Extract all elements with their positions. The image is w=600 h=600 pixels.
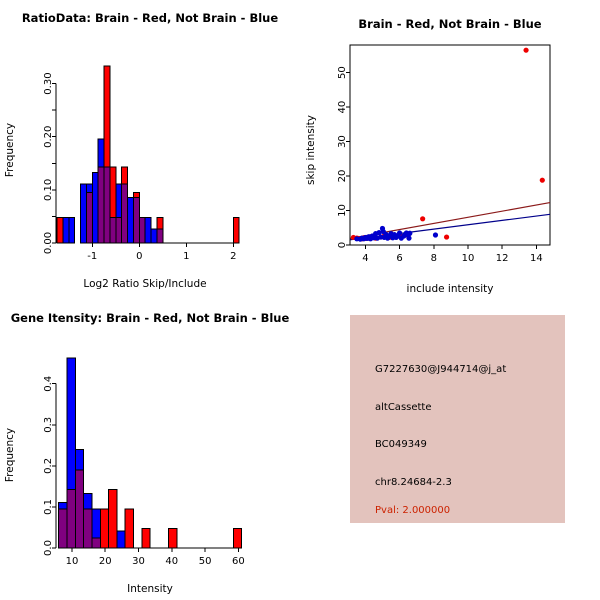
svg-text:20: 20 <box>99 556 112 567</box>
svg-text:-1: -1 <box>87 251 97 262</box>
scatter-frame <box>349 44 551 246</box>
scatter-axes: 4 6 8 10 12 14 0 10 20 30 40 50 <box>337 66 543 264</box>
svg-text:0.10: 0.10 <box>43 179 54 201</box>
svg-text:10: 10 <box>462 253 475 264</box>
info-pval: Pval: 2.000000 <box>375 505 451 516</box>
info-probe-id: G7227630@J944714@j_at <box>375 364 507 375</box>
svg-text:14: 14 <box>530 253 543 264</box>
svg-text:1: 1 <box>183 251 189 262</box>
scatter-ylabel: skip intensity <box>305 115 317 185</box>
scatter-points <box>350 47 545 242</box>
scatter-svg: 4 6 8 10 12 14 0 10 20 30 40 50 include intensity s… <box>305 44 551 295</box>
svg-text:10: 10 <box>66 556 79 567</box>
gene-histogram-bars <box>58 357 243 549</box>
ratio-histogram-title: RatioData: Brain - Red, Not Brain - Blue <box>21 11 279 25</box>
ratio-histogram-xlabel: Log2 Ratio Skip/Include <box>83 278 206 290</box>
ratio-histogram-ylabel: Frequency <box>4 123 16 177</box>
svg-text:20: 20 <box>337 170 348 183</box>
svg-text:50: 50 <box>199 556 212 567</box>
svg-text:0.30: 0.30 <box>43 72 54 94</box>
ratio-histogram-panel: RatioData: Brain - Red, Not Brain - Blue… <box>0 0 300 300</box>
svg-text:30: 30 <box>132 556 145 567</box>
svg-text:30: 30 <box>337 135 348 148</box>
svg-text:0.2: 0.2 <box>43 458 54 474</box>
svg-text:10: 10 <box>337 204 348 217</box>
svg-text:0.00: 0.00 <box>43 232 54 254</box>
svg-text:0: 0 <box>337 242 348 248</box>
svg-text:0.3: 0.3 <box>43 417 54 433</box>
info-locus: chr8.24684-2.3 <box>375 477 452 488</box>
svg-text:12: 12 <box>496 253 509 264</box>
info-panel: G7227630@J944714@j_at altCassette BC0493… <box>300 300 600 600</box>
gene-histogram-xlabel: Intensity <box>127 583 173 595</box>
ratio-histogram-bars <box>56 65 240 244</box>
scatter-panel: Brain - Red, Not Brain - Blue 4 6 8 10 12 14 0… <box>300 0 600 300</box>
svg-text:0.20: 0.20 <box>43 126 54 148</box>
svg-text:0.4: 0.4 <box>43 376 54 392</box>
svg-text:4: 4 <box>362 253 368 264</box>
ratio-histogram-svg: -1 0 1 2 0.00 0.10 0.20 0.30 Log2 Ratio Skip/In… <box>4 65 240 290</box>
svg-text:0.0: 0.0 <box>43 540 54 556</box>
gene-histogram-axes: 10 20 30 40 50 60 0.0 0.1 0.2 0.3 0.4 <box>43 376 245 567</box>
info-accession: BC049349 <box>375 439 427 450</box>
svg-text:8: 8 <box>431 253 437 264</box>
scatter-title: Brain - Red, Not Brain - Blue <box>358 17 542 31</box>
info-box: G7227630@J944714@j_at altCassette BC0493… <box>350 315 565 523</box>
gene-histogram-title: Gene Itensity: Brain - Red, Not Brain - … <box>10 311 290 325</box>
info-event-type: altCassette <box>375 402 432 413</box>
gene-histogram-panel: Gene Itensity: Brain - Red, Not Brain - … <box>0 300 300 600</box>
svg-text:6: 6 <box>396 253 402 264</box>
gene-histogram-ylabel: Frequency <box>4 428 16 482</box>
gene-histogram-svg: 10 20 30 40 50 60 0.0 0.1 0.2 0.3 0.4 Intensity Fr… <box>4 357 245 595</box>
svg-text:0.1: 0.1 <box>43 499 54 515</box>
scatter-xlabel: include intensity <box>407 283 494 295</box>
ratio-histogram-axes: -1 0 1 2 0.00 0.10 0.20 0.30 <box>43 72 236 262</box>
svg-text:50: 50 <box>337 66 348 79</box>
svg-text:40: 40 <box>165 556 178 567</box>
svg-text:60: 60 <box>232 556 245 567</box>
svg-text:0: 0 <box>136 251 142 262</box>
svg-text:2: 2 <box>230 251 236 262</box>
svg-text:40: 40 <box>337 101 348 114</box>
